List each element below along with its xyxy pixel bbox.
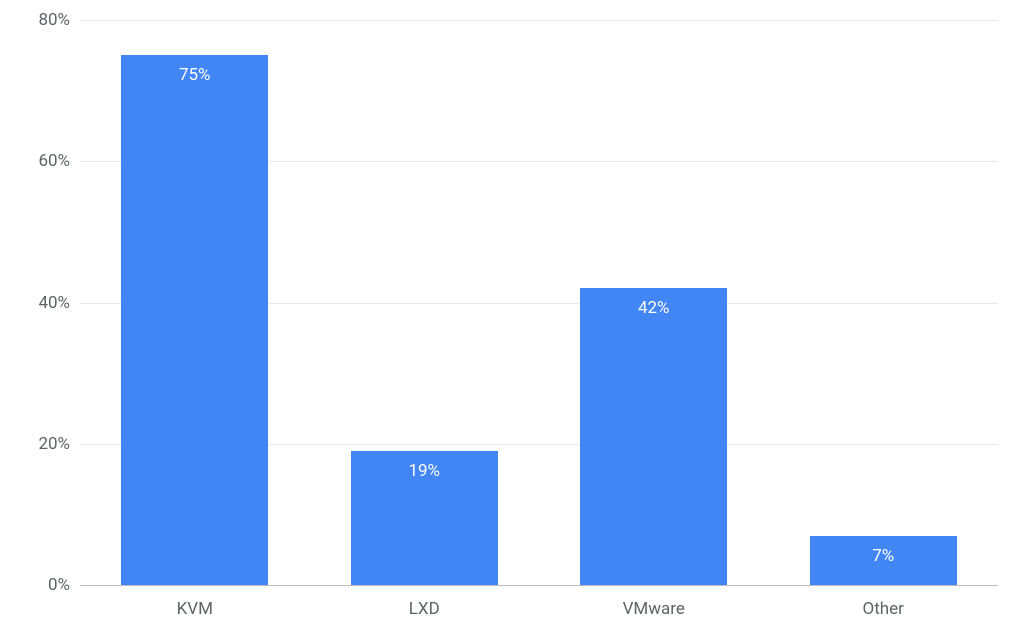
bar: 42% [580,288,727,585]
y-tick-label: 20% [38,434,70,454]
x-tick-label: VMware [623,599,685,619]
x-tick-label: KVM [177,599,213,619]
bar: 19% [351,451,498,585]
y-tick-label: 0% [48,575,70,595]
bar-value-label: 19% [408,461,440,481]
y-tick-label: 80% [38,10,70,30]
plot-area: 0%20%40%60%80%75%KVM19%LXD42%VMware7%Oth… [80,20,998,585]
gridline [80,20,998,21]
x-tick-label: LXD [409,599,440,619]
bar: 75% [121,55,268,585]
bar: 7% [810,536,957,585]
y-tick-label: 60% [38,151,70,171]
y-tick-label: 40% [38,293,70,313]
axis-baseline [80,585,998,586]
bar-value-label: 75% [179,65,211,85]
bar-value-label: 7% [872,546,894,566]
bar-chart: 0% 20% 40% 60% 80% 75% KVM 19% LXD 42% VMware 7% Oth… [0,0,1024,632]
bar-value-label: 42% [638,298,670,318]
x-tick-label: Other [863,599,904,619]
